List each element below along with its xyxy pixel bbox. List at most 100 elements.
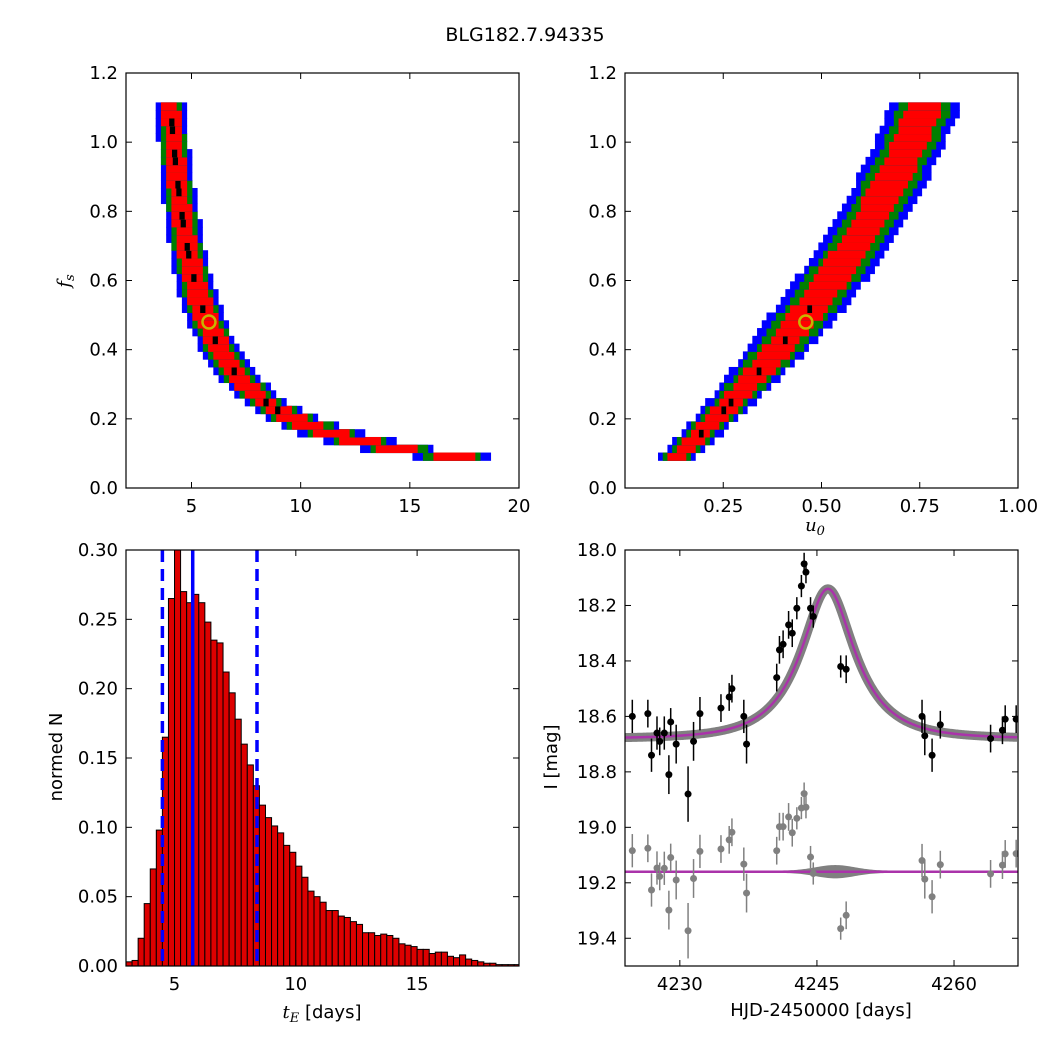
best-region xyxy=(782,335,788,345)
p2-ytick-label: 0.4 xyxy=(588,340,617,361)
sigma1-region xyxy=(234,382,261,391)
best-region xyxy=(212,335,218,345)
sigma1-region xyxy=(375,444,418,454)
best-region xyxy=(175,180,181,189)
sigma1-region xyxy=(818,265,857,275)
best-region xyxy=(756,366,762,376)
histogram-bar xyxy=(410,946,418,966)
data-point xyxy=(802,568,810,576)
sigma1-region xyxy=(166,164,188,173)
sigma1-region xyxy=(695,421,720,430)
histogram-bar xyxy=(355,923,364,966)
sigma1-region xyxy=(433,452,476,461)
data-point xyxy=(788,629,796,637)
residual-point xyxy=(998,861,1006,869)
data-point xyxy=(936,721,944,729)
residual-point xyxy=(717,845,725,853)
sigma1-region xyxy=(733,382,758,391)
p2-xtick-label: 0.75 xyxy=(900,496,940,517)
residual-point xyxy=(656,872,664,880)
residual-point xyxy=(725,836,733,844)
sigma1-region xyxy=(229,374,251,384)
data-point xyxy=(773,674,781,682)
light-curve-content xyxy=(625,552,1018,959)
histogram-bar xyxy=(258,804,266,966)
residual-point xyxy=(928,893,936,901)
data-point xyxy=(690,737,698,745)
sigma1-region xyxy=(160,102,177,111)
best-region xyxy=(171,149,178,158)
histogram-bar xyxy=(477,961,485,966)
best-region xyxy=(698,429,704,438)
histogram-bar xyxy=(246,764,254,966)
data-point xyxy=(918,712,926,720)
sigma1-region xyxy=(874,172,913,181)
histogram-bars xyxy=(126,550,519,966)
histogram-bar xyxy=(222,671,230,966)
histogram-bar xyxy=(428,953,436,966)
residual-point xyxy=(802,803,810,811)
sigma1-region xyxy=(176,234,198,243)
data-point xyxy=(648,751,656,759)
data-point xyxy=(921,732,929,740)
sigma1-region xyxy=(187,281,209,290)
sigma1-region xyxy=(813,273,852,282)
histogram-bar xyxy=(434,951,442,966)
p4-xtick-label: 4230 xyxy=(657,974,703,995)
data-point xyxy=(837,662,845,670)
data-point xyxy=(684,790,692,798)
sigma1-region xyxy=(889,149,923,158)
residual-point xyxy=(665,906,673,914)
ylabel-fs: fs xyxy=(54,274,78,290)
sigma1-region xyxy=(197,320,219,329)
sigma1-region xyxy=(738,374,767,384)
best-fit-marker xyxy=(798,314,814,330)
residual-point xyxy=(788,829,796,837)
sigma1-region xyxy=(757,351,791,360)
p4-xtick-label: 4245 xyxy=(794,974,840,995)
data-point xyxy=(725,693,733,701)
p1-ytick-label: 0.2 xyxy=(89,409,118,430)
histogram-bar xyxy=(283,844,291,966)
sigma1-region xyxy=(841,234,875,243)
sigma1-region xyxy=(166,172,188,181)
model-uncertainty-band xyxy=(625,584,1018,743)
sigma1-region xyxy=(856,211,890,220)
histogram-bar xyxy=(386,934,394,966)
p1-ytick-label: 0.0 xyxy=(89,478,118,499)
sigma1-region xyxy=(823,258,861,267)
p4-ytick-label: 18.6 xyxy=(577,706,617,727)
histogram-bar xyxy=(289,851,297,966)
p1-ytick-label: 1.0 xyxy=(89,132,118,153)
best-region xyxy=(263,398,269,407)
histogram-bar xyxy=(404,944,412,966)
data-point xyxy=(793,604,801,612)
residual-point xyxy=(684,927,692,935)
residual-point xyxy=(800,790,808,798)
residual-point xyxy=(918,857,926,865)
sigma1-region xyxy=(218,359,240,368)
sigma1-region xyxy=(202,328,224,337)
p2-ytick-label: 1.2 xyxy=(588,63,617,84)
sigma1-region xyxy=(681,436,706,446)
residual-point xyxy=(785,813,793,821)
histogram-bar xyxy=(167,598,176,966)
sigma1-region xyxy=(676,444,696,454)
best-region xyxy=(275,405,281,415)
sigma1-region xyxy=(903,110,941,119)
residual-point xyxy=(921,875,929,883)
data-point xyxy=(653,729,661,737)
sigma1-region xyxy=(893,133,932,142)
histogram-bar xyxy=(313,896,321,966)
sigma1-region xyxy=(181,258,203,267)
sigma1-region xyxy=(827,250,866,259)
p2-ytick-label: 0.0 xyxy=(588,478,617,499)
residual-point xyxy=(1012,850,1018,858)
data-point xyxy=(656,737,664,745)
p3-ytick-label: 0.00 xyxy=(78,956,118,977)
histogram-bar xyxy=(216,642,224,966)
data-point xyxy=(779,640,787,648)
residual-point xyxy=(672,876,680,884)
p4-ytick-label: 18.0 xyxy=(577,540,617,561)
p1-ytick-label: 0.8 xyxy=(89,201,118,222)
